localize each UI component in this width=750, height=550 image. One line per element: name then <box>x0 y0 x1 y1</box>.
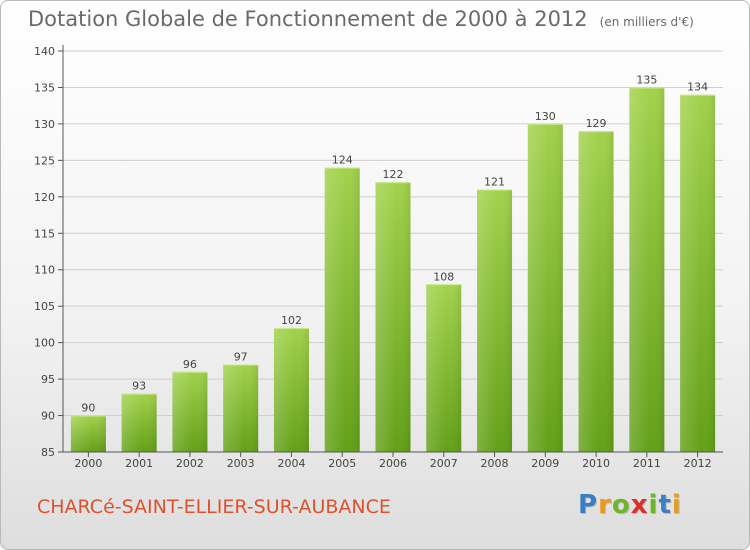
x-tick-label: 2010 <box>582 457 610 470</box>
y-tick-label: 120 <box>34 191 55 204</box>
axes <box>58 45 723 457</box>
logo-letter: r <box>598 490 612 520</box>
x-tick-label: 2009 <box>531 457 559 470</box>
x-tick-label: 2006 <box>379 457 407 470</box>
data-label: 130 <box>535 110 556 123</box>
data-label: 134 <box>687 81 708 94</box>
bar-shade <box>426 284 462 452</box>
y-tick-label: 95 <box>41 373 55 386</box>
bar-shade <box>121 393 157 452</box>
x-tick-label: 2005 <box>328 457 356 470</box>
y-tick-label: 100 <box>34 337 55 350</box>
data-label: 135 <box>636 73 657 86</box>
bar-shade <box>273 328 309 452</box>
bar-shade <box>223 364 259 452</box>
logo-letter: i <box>648 490 659 520</box>
x-tick-label: 2011 <box>633 457 661 470</box>
y-tick-label: 105 <box>34 300 55 313</box>
chart-title-text: Dotation Globale de Fonctionnement de 20… <box>28 7 588 31</box>
bar-shade <box>578 131 614 452</box>
labels: 85 90 95 100 105 110 115 120 125 130 135 140 2000 90 2… <box>34 45 712 470</box>
data-label: 121 <box>484 176 505 189</box>
logo-letter: P <box>578 490 599 520</box>
x-tick-label: 2000 <box>74 457 102 470</box>
bar-shade <box>629 87 665 453</box>
data-label: 108 <box>433 270 454 283</box>
bar-shade <box>477 189 513 452</box>
x-tick-label: 2001 <box>125 457 153 470</box>
commune-name: CHARCé-SAINT-ELLIER-SUR-AUBANCE <box>37 496 391 518</box>
y-tick-label: 135 <box>34 81 55 94</box>
x-tick-label: 2008 <box>481 457 509 470</box>
y-tick-label: 115 <box>34 227 55 240</box>
y-tick-label: 130 <box>34 118 55 131</box>
data-label: 97 <box>234 351 248 364</box>
bar-shade <box>70 415 106 452</box>
logo-letter: i <box>671 490 682 520</box>
x-tick-label: 2012 <box>684 457 712 470</box>
bar-shade <box>527 123 563 452</box>
x-tick-label: 2007 <box>430 457 458 470</box>
bar-shade <box>375 182 411 452</box>
bar-shade <box>324 167 360 452</box>
x-tick-label: 2002 <box>176 457 204 470</box>
x-tick-label: 2003 <box>227 457 255 470</box>
x-tick-label: 2004 <box>277 457 305 470</box>
logo-letter: x <box>630 490 649 520</box>
data-label: 96 <box>183 358 197 371</box>
data-label: 124 <box>332 154 353 167</box>
data-label: 122 <box>383 168 404 181</box>
bar-shade <box>680 94 716 452</box>
bars <box>70 87 716 453</box>
y-tick-label: 140 <box>34 45 55 58</box>
y-tick-label: 110 <box>34 264 55 277</box>
proxiti-logo: Proxiti <box>578 490 682 520</box>
logo-letter: t <box>658 490 672 520</box>
data-label: 102 <box>281 314 302 327</box>
data-label: 90 <box>81 402 95 415</box>
data-label: 93 <box>132 380 146 393</box>
y-tick-label: 90 <box>41 410 55 423</box>
chart-subtitle: (en milliers d'€) <box>599 15 694 29</box>
y-tick-label: 125 <box>34 154 55 167</box>
bar-shade <box>172 371 208 452</box>
logo-letter: o <box>611 490 631 520</box>
data-label: 129 <box>586 117 607 130</box>
chart-title: Dotation Globale de Fonctionnement de 20… <box>28 7 694 31</box>
y-tick-label: 85 <box>41 446 55 459</box>
